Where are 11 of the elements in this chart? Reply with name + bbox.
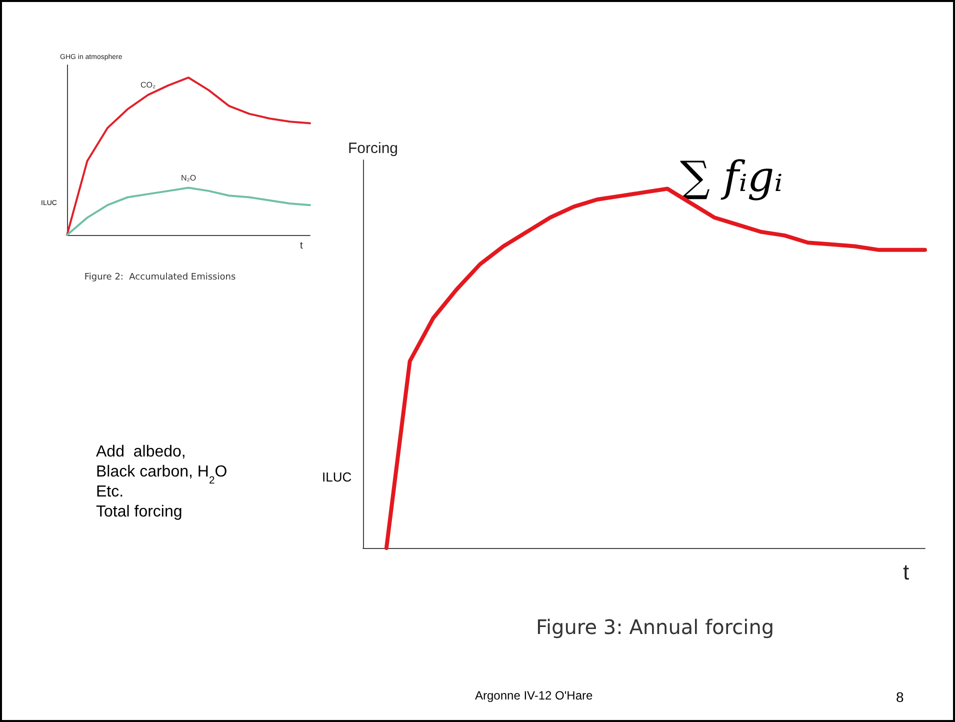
x-axis-title: t	[300, 240, 303, 252]
text: Figure 3: Annual forcing	[536, 615, 774, 639]
text: Argonne IV-12 O'Hare	[474, 688, 594, 702]
text: 8	[896, 688, 904, 705]
text: ILUC	[322, 470, 352, 485]
series-label: CO₂	[140, 80, 156, 90]
text: Figure 2: Accumulated Emissions	[84, 272, 236, 282]
x-axis-title: t	[903, 560, 910, 585]
series-label: N₂O	[180, 173, 196, 182]
annotation: ∑ fᵢgᵢ	[680, 152, 783, 201]
y-axis-title: Forcing	[348, 140, 398, 157]
